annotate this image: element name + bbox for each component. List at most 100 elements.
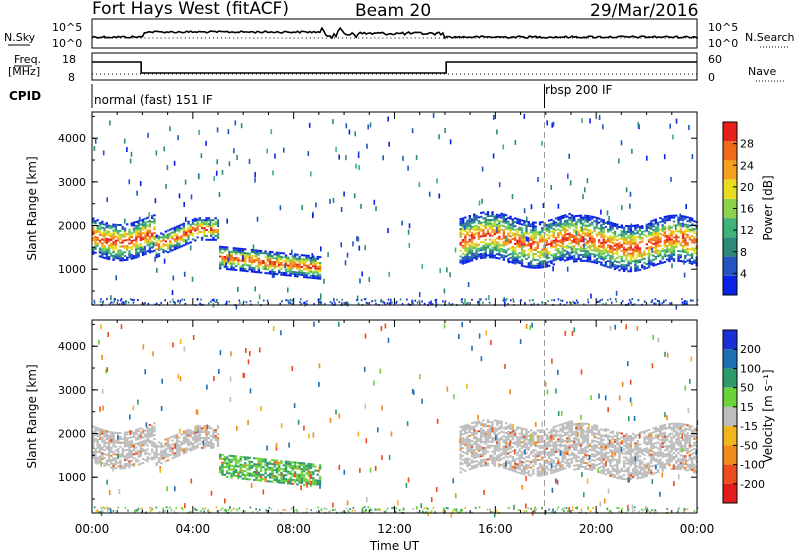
data-cell xyxy=(139,181,142,187)
data-cell xyxy=(652,264,655,267)
data-cell xyxy=(638,251,642,254)
data-cell xyxy=(255,251,258,254)
data-cell xyxy=(196,434,199,437)
data-cell xyxy=(693,259,696,262)
data-cell xyxy=(173,442,177,445)
data-cell xyxy=(98,225,102,228)
data-cell xyxy=(527,466,530,469)
data-cell xyxy=(162,453,165,456)
data-cell xyxy=(636,243,639,246)
data-cell xyxy=(139,435,142,438)
data-cell xyxy=(300,464,304,467)
data-cell xyxy=(148,457,152,460)
data-cell xyxy=(114,241,118,244)
data-cell xyxy=(105,459,108,462)
data-cell xyxy=(137,251,140,254)
data-cell xyxy=(663,299,665,302)
data-cell xyxy=(666,219,669,222)
data-cell xyxy=(509,447,512,450)
data-cell xyxy=(502,233,505,236)
data-cell xyxy=(300,472,304,474)
data-cell xyxy=(219,245,222,248)
data-cell xyxy=(550,428,553,431)
data-cell xyxy=(117,237,120,240)
data-cell xyxy=(230,260,233,263)
data-cell xyxy=(677,224,680,227)
data-cell xyxy=(135,242,138,245)
data-cell xyxy=(554,258,558,261)
data-cell xyxy=(293,271,297,274)
data-cell xyxy=(584,259,587,262)
data-cell xyxy=(482,221,485,224)
data-cell xyxy=(529,239,533,241)
data-cell xyxy=(117,233,120,236)
data-cell xyxy=(541,472,544,475)
data-cell xyxy=(464,224,466,230)
data-cell xyxy=(123,443,127,446)
data-cell xyxy=(672,253,676,256)
data-cell xyxy=(214,435,217,438)
data-cell xyxy=(523,249,526,252)
data-cell xyxy=(110,435,113,438)
data-cell xyxy=(504,222,508,224)
data-cell xyxy=(516,259,519,262)
data-cell xyxy=(298,267,301,270)
data-cell xyxy=(545,436,549,438)
data-cell xyxy=(552,471,555,474)
data-cell xyxy=(550,260,553,263)
data-cell xyxy=(520,237,524,240)
data-cell xyxy=(137,459,140,462)
data-cell xyxy=(106,197,108,203)
data-cell xyxy=(444,300,447,303)
data-cell xyxy=(641,254,644,257)
data-cell xyxy=(686,226,689,229)
data-cell xyxy=(491,425,494,428)
data-cell xyxy=(303,478,306,481)
data-cell xyxy=(200,227,204,230)
data-cell xyxy=(514,242,517,245)
data-cell xyxy=(269,250,272,253)
data-cell xyxy=(609,221,612,224)
data-cell xyxy=(198,431,201,434)
data-cell xyxy=(495,455,499,458)
data-cell xyxy=(200,441,204,443)
data-cell xyxy=(480,433,483,436)
data-cell xyxy=(518,426,521,429)
data-cell xyxy=(94,451,97,454)
data-cell xyxy=(579,218,583,221)
data-cell xyxy=(230,266,233,269)
data-cell xyxy=(686,224,689,227)
data-cell xyxy=(94,457,97,460)
data-cell xyxy=(316,273,319,276)
data-cell xyxy=(117,451,120,454)
data-cell xyxy=(532,231,535,234)
data-cell xyxy=(643,257,646,260)
data-cell xyxy=(613,232,617,235)
data-cell xyxy=(93,299,96,302)
data-cell xyxy=(257,473,260,476)
data-cell xyxy=(500,256,503,259)
data-cell xyxy=(670,214,673,217)
data-cell xyxy=(273,463,276,466)
data-cell xyxy=(561,258,564,261)
data-cell xyxy=(114,431,118,434)
data-cell xyxy=(507,452,510,455)
data-cell xyxy=(593,247,596,250)
data-cell xyxy=(155,462,158,465)
data-cell xyxy=(312,481,315,484)
data-cell xyxy=(200,238,204,241)
data-cell xyxy=(291,478,294,481)
data-cell xyxy=(112,435,115,438)
data-cell xyxy=(656,251,660,254)
data-cell xyxy=(288,300,291,303)
data-cell xyxy=(482,441,485,444)
data-cell xyxy=(546,120,548,126)
data-cell xyxy=(613,223,617,225)
data-cell xyxy=(684,237,687,240)
data-cell xyxy=(647,246,651,249)
data-cell xyxy=(509,247,512,250)
data-cell xyxy=(96,244,99,247)
data-cell xyxy=(94,239,97,242)
data-cell xyxy=(670,244,673,247)
data-cell xyxy=(484,252,487,255)
